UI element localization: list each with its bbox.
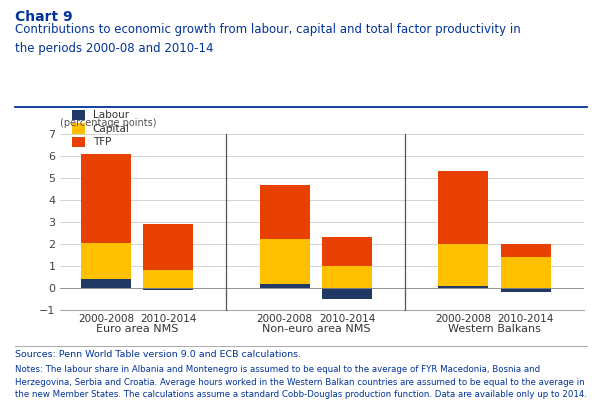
Bar (501, 257, 551, 288)
Text: Western Balkans: Western Balkans (448, 324, 541, 334)
Bar (438, 171, 488, 244)
Bar (322, 238, 372, 266)
Text: Notes: The labour share in Albania and Montenegro is assumed to be equal to the : Notes: The labour share in Albania and M… (15, 365, 587, 398)
Text: Non-euro area NMS: Non-euro area NMS (262, 324, 370, 334)
Bar (438, 244, 488, 286)
Bar (81, 243, 131, 279)
Bar (322, 266, 372, 288)
Text: Euro area NMS: Euro area NMS (96, 324, 178, 334)
Bar (143, 224, 193, 270)
Bar (438, 286, 488, 288)
Bar (259, 185, 309, 238)
Bar (81, 279, 131, 288)
Text: Contributions to economic growth from labour, capital and total factor productiv: Contributions to economic growth from la… (15, 23, 521, 54)
Bar (259, 284, 309, 288)
Text: Capital: Capital (93, 124, 129, 134)
Bar (143, 288, 193, 290)
Bar (259, 238, 309, 284)
Text: Chart 9: Chart 9 (15, 10, 73, 24)
Bar (501, 244, 551, 257)
Bar (322, 288, 372, 299)
Text: Sources: Penn World Table version 9.0 and ECB calculations.: Sources: Penn World Table version 9.0 an… (15, 350, 301, 359)
Bar (81, 154, 131, 243)
Text: TFP: TFP (93, 137, 111, 147)
Text: Labour: Labour (93, 110, 129, 120)
Text: (percentage points): (percentage points) (60, 118, 157, 128)
Bar (143, 270, 193, 288)
Bar (501, 288, 551, 292)
